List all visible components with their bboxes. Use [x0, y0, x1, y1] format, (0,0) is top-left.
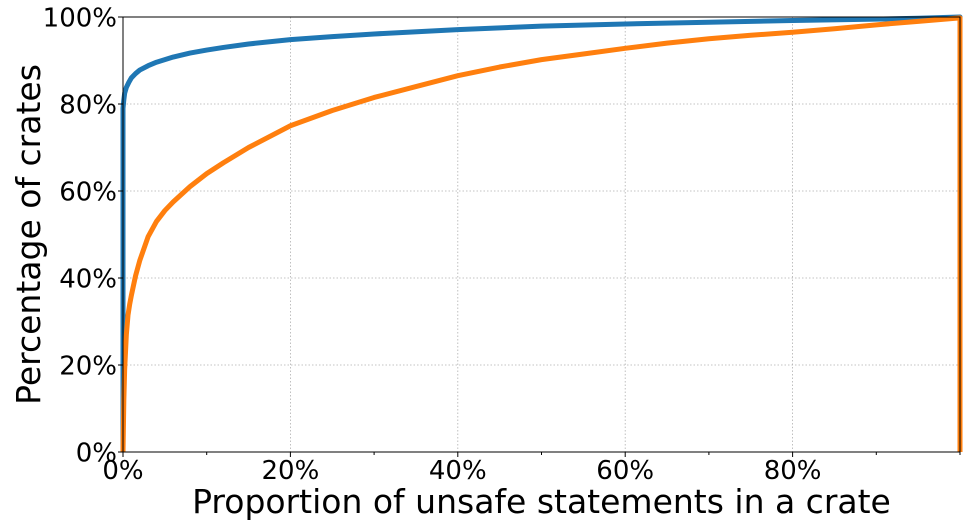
series-layer	[120, 14, 963, 453]
y-tick-label: 0%	[76, 439, 117, 469]
x-axis-title: Proportion of unsafe statements in a cra…	[192, 482, 891, 521]
series-line-2	[120, 15, 963, 453]
x-tick-label: 60%	[596, 456, 654, 486]
y-tick-label: 80%	[59, 91, 117, 121]
y-tick-label: 100%	[43, 4, 117, 34]
ticks: 0% 20% 40% 60% 80% 100% 0% 20% 40% 60% 80%	[43, 4, 961, 486]
y-tick-label: 60%	[59, 178, 117, 208]
series-line-1	[120, 14, 963, 452]
x-tick-label: 20%	[262, 456, 320, 486]
x-tick-label: 80%	[764, 456, 822, 486]
y-tick-label: 20%	[59, 352, 117, 382]
x-tick-label: 0%	[102, 456, 143, 486]
y-axis-title: Percentage of crates	[9, 64, 48, 405]
y-tick-label: 40%	[59, 265, 117, 295]
x-tick-label: 40%	[429, 456, 487, 486]
